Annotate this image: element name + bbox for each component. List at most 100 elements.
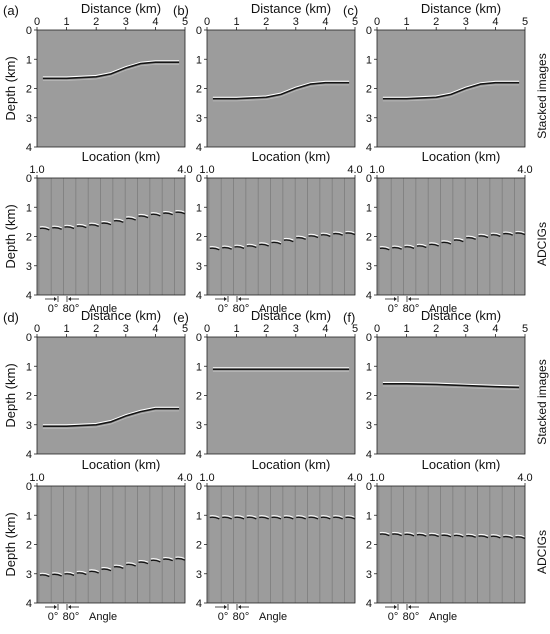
x-tick-label: 0 [204, 16, 210, 28]
panel-10: 1.0 4.0 0 1 2 3 4 Location (km) 0° 80° Angle [196, 457, 363, 623]
gather-event-highlight [308, 233, 319, 237]
x-tick-label: 1.0 [369, 472, 384, 484]
y-tick-label: 0 [196, 25, 202, 37]
gather-event [150, 213, 161, 217]
gather-event [39, 227, 50, 231]
gather-event-highlight [271, 240, 282, 243]
gather-event-highlight [320, 515, 331, 518]
y-axis-title: Depth (km) [3, 204, 18, 268]
gather-event-highlight [379, 531, 390, 535]
x-axis-title: Distance (km) [421, 1, 501, 16]
gather-event [138, 561, 149, 565]
x-tick-label: 2 [263, 16, 269, 28]
reflector-sidelobe [382, 84, 520, 102]
angle-start-label: 0° [218, 611, 229, 623]
gather-event [308, 235, 319, 239]
gather-event-highlight [150, 558, 161, 561]
panel-label: (e) [173, 310, 189, 325]
gather-event [466, 237, 476, 240]
x-tick-label: 3 [293, 323, 299, 335]
x-tick-label: 2 [433, 323, 439, 335]
y-tick-label: 0 [196, 481, 202, 493]
gather-event-highlight [490, 232, 501, 236]
x-tick-label: 2 [263, 323, 269, 335]
plot-area [37, 486, 185, 603]
gather-event [222, 516, 232, 520]
y-tick-label: 1 [366, 510, 372, 522]
gather-event [175, 557, 186, 561]
x-tick-label: 0 [204, 323, 210, 335]
gather-event-highlight [138, 559, 149, 563]
plot-area [37, 178, 185, 295]
y-tick-label: 3 [196, 261, 202, 273]
y-tick-label: 0 [366, 25, 372, 37]
y-tick-label: 4 [196, 290, 202, 302]
gather-event-highlight [453, 533, 464, 536]
gather-event [503, 535, 513, 539]
gather-event-highlight [503, 231, 513, 235]
gather-event [89, 570, 99, 574]
reflector-highlight [212, 80, 350, 99]
y-tick-label: 2 [366, 540, 372, 552]
reflector-sidelobe [42, 410, 180, 429]
gather-event [283, 239, 294, 243]
y-tick-label: 3 [196, 113, 202, 125]
gather-event-highlight [466, 235, 476, 239]
reflector-event [382, 81, 520, 100]
panel-4: 1.0 4.0 0 1 2 3 4 Location (km) 0° 80° Angle [196, 149, 363, 315]
x-tick-label: 5 [352, 16, 358, 28]
x-tick-label: 5 [352, 323, 358, 335]
gather-event [52, 227, 62, 230]
gather-event [209, 516, 220, 520]
gather-event [453, 239, 464, 243]
x-axis-title: Distance (km) [421, 308, 501, 323]
gather-event [52, 573, 62, 577]
plot-area [207, 178, 355, 295]
gather-event-highlight [246, 243, 257, 247]
gather-event [333, 516, 343, 520]
gather-event [320, 516, 331, 520]
gather-event-highlight [379, 246, 390, 249]
angle-start-label: 0° [388, 611, 399, 623]
x-tick-label: 4 [492, 16, 498, 28]
gather-event [246, 245, 257, 249]
y-tick-label: 0 [366, 173, 372, 185]
y-tick-label: 2 [196, 84, 202, 96]
y-tick-label: 3 [196, 569, 202, 581]
gather-event-highlight [64, 571, 75, 575]
panel-label: (c) [343, 3, 358, 18]
plot-area [37, 30, 185, 147]
row-label-adcig-bottom: ADCIGs [535, 530, 549, 574]
angle-arrowhead-right [408, 605, 411, 609]
gather-event [76, 572, 87, 576]
gather-event [126, 217, 136, 221]
gather-event [308, 516, 319, 520]
y-tick-label: 1 [26, 202, 32, 214]
reflector-highlight [42, 406, 180, 426]
gather-event-highlight [89, 222, 99, 226]
gather-event [101, 222, 112, 226]
x-tick-label: 1.0 [29, 472, 44, 484]
gather-event [271, 241, 282, 245]
plot-area [377, 337, 525, 454]
gather-event-highlight [163, 210, 173, 214]
angle-arrowhead-right [238, 605, 241, 609]
plot-area [377, 486, 525, 603]
gather-event [222, 246, 232, 250]
y-tick-label: 3 [196, 420, 202, 432]
y-tick-label: 0 [26, 25, 32, 37]
y-tick-label: 0 [26, 173, 32, 185]
gather-event-highlight [76, 223, 87, 227]
panel-5: 1.0 4.0 0 1 2 3 4 Location (km) 0° 80° Angle [366, 149, 533, 315]
angle-start-label: 0° [48, 611, 59, 623]
gather-event [345, 232, 356, 236]
reflector-event [42, 407, 180, 427]
y-tick-label: 3 [26, 113, 32, 125]
y-tick-label: 1 [196, 361, 202, 373]
gather-event-highlight [404, 244, 415, 248]
angle-arrowhead-right [238, 297, 241, 301]
angle-end-label: 80° [63, 611, 80, 623]
y-tick-label: 0 [366, 332, 372, 344]
x-tick-label: 4 [322, 323, 328, 335]
gather-event-highlight [478, 533, 489, 537]
